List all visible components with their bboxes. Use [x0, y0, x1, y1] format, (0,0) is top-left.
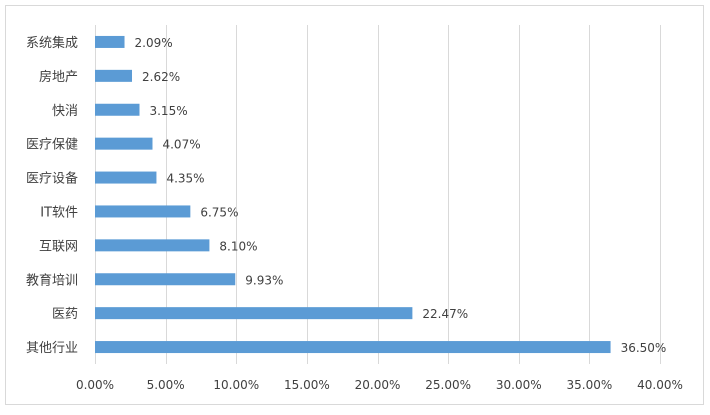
- data-label: 4.07%: [162, 138, 200, 152]
- category-label: 医疗设备: [26, 171, 78, 187]
- data-label: 2.09%: [135, 36, 173, 50]
- category-label: 教育培训: [26, 272, 78, 288]
- x-tick-label: 5.00%: [147, 378, 185, 392]
- data-label: 3.15%: [149, 104, 187, 118]
- bar: [95, 205, 191, 218]
- category-label: 其他行业: [26, 341, 78, 356]
- data-label: 22.47%: [422, 307, 468, 321]
- category-label: 系统集成: [26, 35, 78, 51]
- category-label: IT软件: [40, 205, 78, 220]
- category-label: 互联网: [39, 239, 78, 254]
- data-label: 2.62%: [142, 70, 180, 84]
- bar: [95, 103, 140, 116]
- bar: [95, 137, 153, 150]
- data-label: 36.50%: [621, 341, 667, 355]
- category-label: 快消: [52, 104, 78, 119]
- data-label: 4.35%: [166, 172, 204, 186]
- x-tick-label: 0.00%: [76, 378, 114, 392]
- x-tick-label: 30.00%: [496, 378, 542, 392]
- bar: [95, 69, 133, 82]
- x-tick-label: 40.00%: [637, 378, 683, 392]
- x-tick-label: 25.00%: [425, 378, 471, 392]
- value-axis-labels: 0.00% 5.00% 10.00% 15.00% 20.00% 25.00% 30.00%…: [76, 378, 683, 392]
- data-label: 8.10%: [219, 239, 257, 253]
- data-labels: 2.09% 2.62% 3.15% 4.07% 4.35% 6.75% 8.10% 9.93%…: [135, 36, 667, 355]
- x-tick-label: 15.00%: [284, 378, 330, 392]
- category-label: 房地产: [39, 69, 78, 85]
- data-label: 9.93%: [245, 273, 283, 287]
- bar: [95, 239, 210, 252]
- bar: [95, 273, 236, 286]
- bar: [95, 307, 413, 320]
- category-label: 医药: [52, 307, 78, 322]
- category-label: 医疗保健: [26, 138, 78, 153]
- data-label: 6.75%: [200, 205, 238, 219]
- bar: [95, 341, 611, 354]
- bar: [95, 35, 125, 48]
- x-tick-label: 20.00%: [355, 378, 401, 392]
- bar: [95, 171, 157, 184]
- bars: [95, 35, 611, 354]
- x-tick-label: 10.00%: [213, 378, 259, 392]
- x-tick-label: 35.00%: [566, 378, 612, 392]
